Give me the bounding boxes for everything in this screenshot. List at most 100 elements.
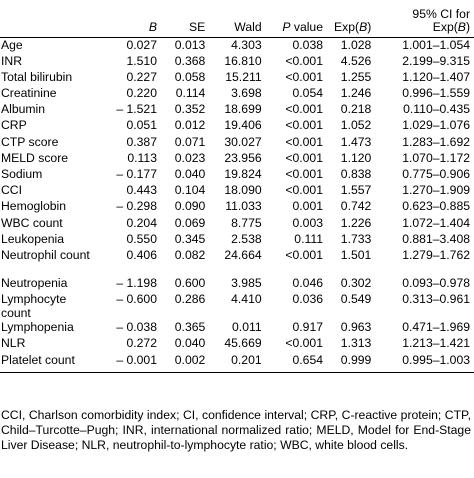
row-b: – 0.001 (96, 352, 157, 373)
row-se: 0.012 (174, 118, 206, 133)
row-variable: WBC count (1, 215, 63, 230)
row-variable: MELD score (1, 150, 69, 165)
row-expb: 1.246 (340, 86, 372, 101)
table-row: Creatinine 0.220 0.114 3.698 0.054 1.246 0.996… (0, 86, 474, 102)
row-se: 0.368 (174, 53, 206, 68)
header-ci: 95% CI for Exp(B) (371, 0, 474, 38)
row-wald: 30.027 (224, 134, 262, 149)
row-variable: Age (1, 37, 23, 52)
row-ci: 0.313–0.961 (402, 292, 470, 307)
row-wald: 18.090 (224, 183, 262, 198)
row-ci: 0.995–1.003 (371, 352, 474, 373)
row-b: 0.227 (126, 69, 157, 84)
row-expb: 0.218 (340, 102, 372, 117)
row-wald: 18.699 (224, 102, 262, 117)
row-p-value: 0.111 (294, 231, 323, 246)
row-wald: 11.033 (225, 199, 262, 214)
header-row: B SE Wald P value Exp(B) 95% CI for Exp(B… (0, 0, 474, 38)
row-expb: 0.742 (340, 199, 372, 214)
row-se: 0.023 (174, 150, 206, 165)
header-b: B (96, 0, 157, 38)
row-ci: 0.996–1.559 (402, 86, 470, 101)
row-expb: 0.963 (340, 320, 372, 335)
header-expb: Exp(B) (323, 0, 372, 38)
row-p-value: 0.038 (292, 37, 324, 52)
regression-table: B SE Wald P value Exp(B) 95% CI for Exp(B… (0, 0, 474, 373)
row-b: 0.272 (126, 336, 157, 351)
row-variable: NLR (1, 336, 26, 351)
row-p-value: <0.001 (285, 118, 323, 133)
row-wald: 19.406 (224, 118, 262, 133)
row-ci: 1.072–1.404 (402, 215, 470, 230)
row-expb: 1.557 (340, 183, 372, 198)
table-row: Albumin – 1.521 0.352 18.699 <0.001 0.218 0.11… (0, 102, 474, 118)
row-expb: 1.313 (340, 336, 372, 351)
row-variable: Leukopenia (1, 231, 65, 246)
row-ci: 0.775–0.906 (402, 167, 470, 181)
row-wald: 23.956 (224, 150, 262, 165)
row-se: 0.600 (174, 275, 206, 290)
row-variable: Lymphocyte count (1, 292, 67, 321)
row-b: – 1.521 (116, 102, 157, 117)
row-variable: Total bilirubin (1, 69, 73, 84)
table-row: Leukopenia 0.550 0.345 2.538 0.111 1.733 0.881… (0, 232, 474, 248)
table-row: Lymphopenia – 0.038 0.365 0.011 0.917 0.963 0.… (0, 320, 474, 336)
row-variable: Neutropenia (1, 275, 68, 290)
table-row: Total bilirubin 0.227 0.058 15.211 <0.001 1.2… (0, 70, 474, 86)
row-expb: 1.028 (340, 37, 372, 52)
row-wald: 8.775 (231, 215, 262, 230)
row-p-value: 0.001 (292, 199, 324, 214)
row-expb: 1.226 (340, 215, 372, 230)
row-ci: 0.623–0.885 (402, 199, 470, 214)
table-row: WBC count 0.204 0.069 8.775 0.003 1.226 1.072–… (0, 216, 474, 232)
table-footnote: CCI, Charlson comorbidity index; CI, con… (1, 408, 471, 452)
row-se: 0.040 (174, 167, 206, 181)
table-row: INR 1.510 0.368 16.810 <0.001 4.526 2.199–9.31… (0, 54, 474, 70)
row-b: – 1.198 (116, 275, 157, 290)
row-p-value: <0.001 (285, 134, 323, 149)
row-variable: Albumin (1, 102, 46, 117)
row-expb: 1.120 (340, 150, 372, 165)
row-p-value: <0.001 (285, 167, 323, 181)
row-expb: 1.473 (340, 134, 372, 149)
row-expb: 0.302 (340, 275, 372, 290)
row-se: 0.040 (174, 336, 206, 351)
row-se: 0.114 (175, 86, 206, 101)
row-expb: 1.052 (340, 118, 372, 133)
row-variable: CRP (1, 118, 27, 133)
row-b: – 0.038 (116, 320, 157, 335)
row-p-value: 0.046 (292, 275, 324, 290)
row-se: 0.352 (174, 102, 206, 117)
row-b: 0.113 (127, 150, 157, 165)
row-ci: 1.279–1.762 (402, 247, 470, 262)
row-p-value: <0.001 (285, 336, 323, 351)
row-wald: 2.538 (231, 231, 262, 246)
table-body: Age 0.027 0.013 4.303 0.038 1.028 1.001–1.054 I… (0, 37, 474, 373)
row-p-value: <0.001 (285, 102, 323, 117)
header-p-value: P value (261, 0, 323, 38)
row-expb: 0.549 (340, 292, 372, 307)
row-se: 0.002 (156, 352, 206, 373)
row-p-value: <0.001 (285, 53, 323, 68)
row-wald: 45.669 (224, 336, 262, 351)
table-row: Lymphocyte count – 0.600 0.286 4.410 0.036 0.… (0, 292, 474, 320)
row-expb: 1.733 (340, 231, 372, 246)
row-se: 0.082 (174, 247, 206, 262)
row-b: – 0.600 (116, 292, 157, 307)
row-expb: 1.501 (340, 247, 372, 262)
row-ci: 1.029–1.076 (402, 118, 470, 133)
row-p-value: 0.917 (292, 320, 324, 335)
row-p-value: <0.001 (285, 247, 323, 262)
row-variable: Neutrophil count (1, 247, 90, 262)
row-variable: Creatinine (1, 86, 57, 101)
row-se: 0.104 (174, 183, 206, 198)
row-b: 0.387 (126, 134, 157, 149)
row-wald: 19.824 (224, 167, 262, 181)
row-variable: CCI (1, 183, 22, 198)
table-row: CRP 0.051 0.012 19.406 <0.001 1.052 1.029–1.07… (0, 118, 474, 134)
row-wald: 3.985 (231, 275, 262, 290)
row-b: – 0.298 (116, 199, 157, 214)
table-row: Neutrophil count 0.406 0.082 24.664 <0.001 1.… (0, 248, 474, 276)
table-row: Age 0.027 0.013 4.303 0.038 1.028 1.001–1.054 (0, 37, 474, 54)
